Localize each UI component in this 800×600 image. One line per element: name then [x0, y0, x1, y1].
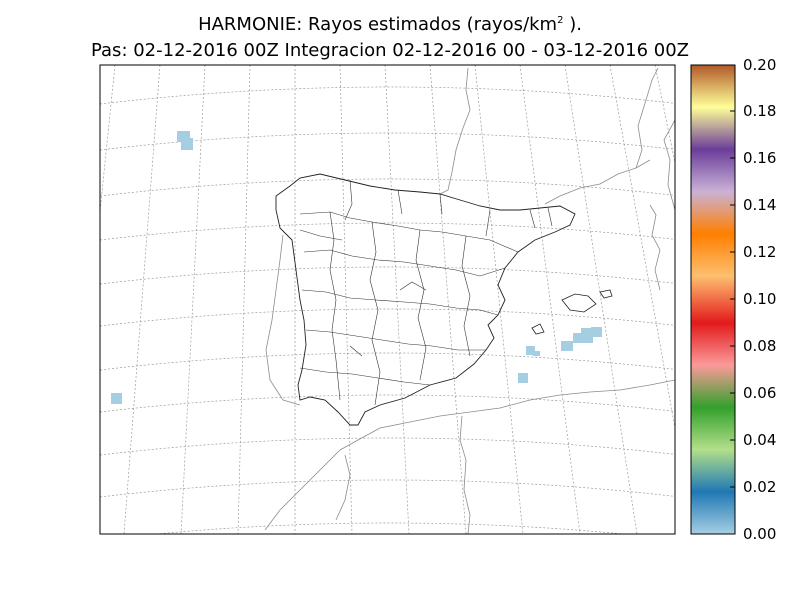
colorbar-tick-label: 0.08 — [743, 337, 777, 355]
colorbar-tick-label: 0.04 — [743, 431, 777, 449]
longitude-gridlines — [100, 65, 675, 534]
colorbar-tick-label: 0.12 — [743, 243, 777, 261]
colorbar-tick-label: 0.18 — [743, 102, 777, 120]
colorbar-tick-label: 0.20 — [743, 56, 777, 74]
balearic-islands — [531, 289, 613, 335]
map-frame — [99, 64, 676, 535]
colorbar-tick-label: 0.06 — [743, 384, 777, 402]
colorbar-tick-label: 0.14 — [743, 196, 777, 214]
colorbar-tick-label: 0.10 — [743, 290, 777, 308]
province-borders — [299, 179, 553, 406]
colorbar-tick-marks — [730, 64, 735, 535]
map-subtitle: Pas: 02-12-2016 00Z Integracion 02-12-20… — [90, 40, 689, 61]
colorbar-tick-label: 0.02 — [743, 478, 777, 496]
colorbar-tick-label: 0.16 — [743, 149, 777, 167]
lightning-cells — [111, 131, 602, 404]
colorbar — [691, 65, 735, 534]
colorbar-tick-label: 0.00 — [743, 525, 777, 543]
coastlines — [264, 67, 675, 534]
map-title: HARMONIE: Rayos estimados (rayos/km2 ). — [198, 14, 582, 35]
